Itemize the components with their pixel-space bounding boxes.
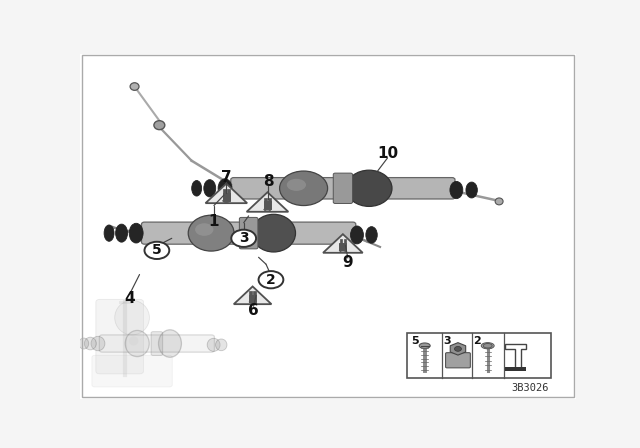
Text: 4: 4: [124, 291, 135, 306]
Ellipse shape: [495, 198, 503, 205]
Ellipse shape: [195, 223, 213, 236]
FancyBboxPatch shape: [250, 295, 256, 302]
FancyBboxPatch shape: [92, 355, 172, 387]
Ellipse shape: [481, 343, 494, 349]
FancyBboxPatch shape: [253, 291, 256, 295]
FancyBboxPatch shape: [340, 239, 342, 243]
FancyBboxPatch shape: [231, 177, 455, 199]
Polygon shape: [505, 345, 527, 368]
Text: 9: 9: [342, 255, 353, 270]
Text: 10: 10: [377, 146, 398, 161]
FancyBboxPatch shape: [344, 239, 346, 243]
Ellipse shape: [280, 171, 328, 206]
Ellipse shape: [91, 336, 105, 351]
Ellipse shape: [104, 225, 114, 241]
Ellipse shape: [419, 343, 430, 349]
Ellipse shape: [346, 170, 392, 207]
FancyBboxPatch shape: [408, 333, 551, 378]
FancyBboxPatch shape: [223, 193, 230, 201]
Ellipse shape: [351, 226, 364, 244]
Ellipse shape: [466, 182, 477, 198]
Ellipse shape: [125, 331, 149, 357]
FancyBboxPatch shape: [99, 335, 214, 352]
FancyBboxPatch shape: [227, 189, 230, 193]
Polygon shape: [323, 234, 363, 253]
Ellipse shape: [287, 179, 306, 191]
Text: 2: 2: [266, 273, 276, 287]
Text: 6: 6: [248, 303, 259, 318]
FancyBboxPatch shape: [223, 189, 225, 193]
Polygon shape: [246, 192, 288, 212]
Circle shape: [259, 271, 284, 289]
Text: 1: 1: [209, 214, 219, 228]
Ellipse shape: [115, 301, 150, 335]
Ellipse shape: [366, 227, 377, 243]
Ellipse shape: [252, 214, 296, 252]
Text: 7: 7: [221, 170, 232, 185]
Text: 5: 5: [152, 243, 162, 258]
FancyBboxPatch shape: [264, 198, 267, 202]
Ellipse shape: [204, 180, 216, 197]
Polygon shape: [205, 184, 247, 203]
Text: 3: 3: [239, 231, 248, 246]
FancyBboxPatch shape: [141, 222, 356, 244]
Polygon shape: [234, 286, 271, 304]
Ellipse shape: [159, 330, 181, 358]
Ellipse shape: [129, 223, 143, 243]
Ellipse shape: [154, 121, 165, 129]
Text: 5: 5: [412, 336, 419, 346]
Circle shape: [454, 346, 461, 351]
Ellipse shape: [192, 181, 202, 196]
Ellipse shape: [216, 339, 227, 351]
FancyBboxPatch shape: [264, 201, 271, 209]
FancyBboxPatch shape: [268, 198, 271, 202]
Ellipse shape: [450, 181, 463, 198]
Ellipse shape: [129, 336, 138, 345]
Ellipse shape: [130, 83, 139, 90]
FancyBboxPatch shape: [339, 243, 346, 250]
Ellipse shape: [188, 215, 234, 251]
FancyBboxPatch shape: [250, 291, 252, 295]
Text: 3: 3: [444, 336, 451, 346]
Ellipse shape: [218, 179, 232, 198]
FancyBboxPatch shape: [151, 332, 163, 355]
FancyBboxPatch shape: [239, 217, 258, 249]
FancyBboxPatch shape: [505, 367, 527, 371]
Circle shape: [231, 230, 256, 247]
Text: 3B3026: 3B3026: [511, 383, 548, 393]
Text: 8: 8: [263, 174, 274, 189]
Ellipse shape: [116, 224, 127, 242]
FancyBboxPatch shape: [96, 299, 143, 374]
FancyBboxPatch shape: [445, 353, 470, 368]
Text: 2: 2: [474, 336, 481, 346]
Ellipse shape: [84, 337, 96, 350]
Ellipse shape: [79, 338, 89, 349]
FancyBboxPatch shape: [333, 173, 353, 203]
Ellipse shape: [483, 344, 492, 348]
Circle shape: [145, 242, 169, 259]
FancyBboxPatch shape: [80, 54, 576, 399]
Ellipse shape: [207, 338, 220, 351]
